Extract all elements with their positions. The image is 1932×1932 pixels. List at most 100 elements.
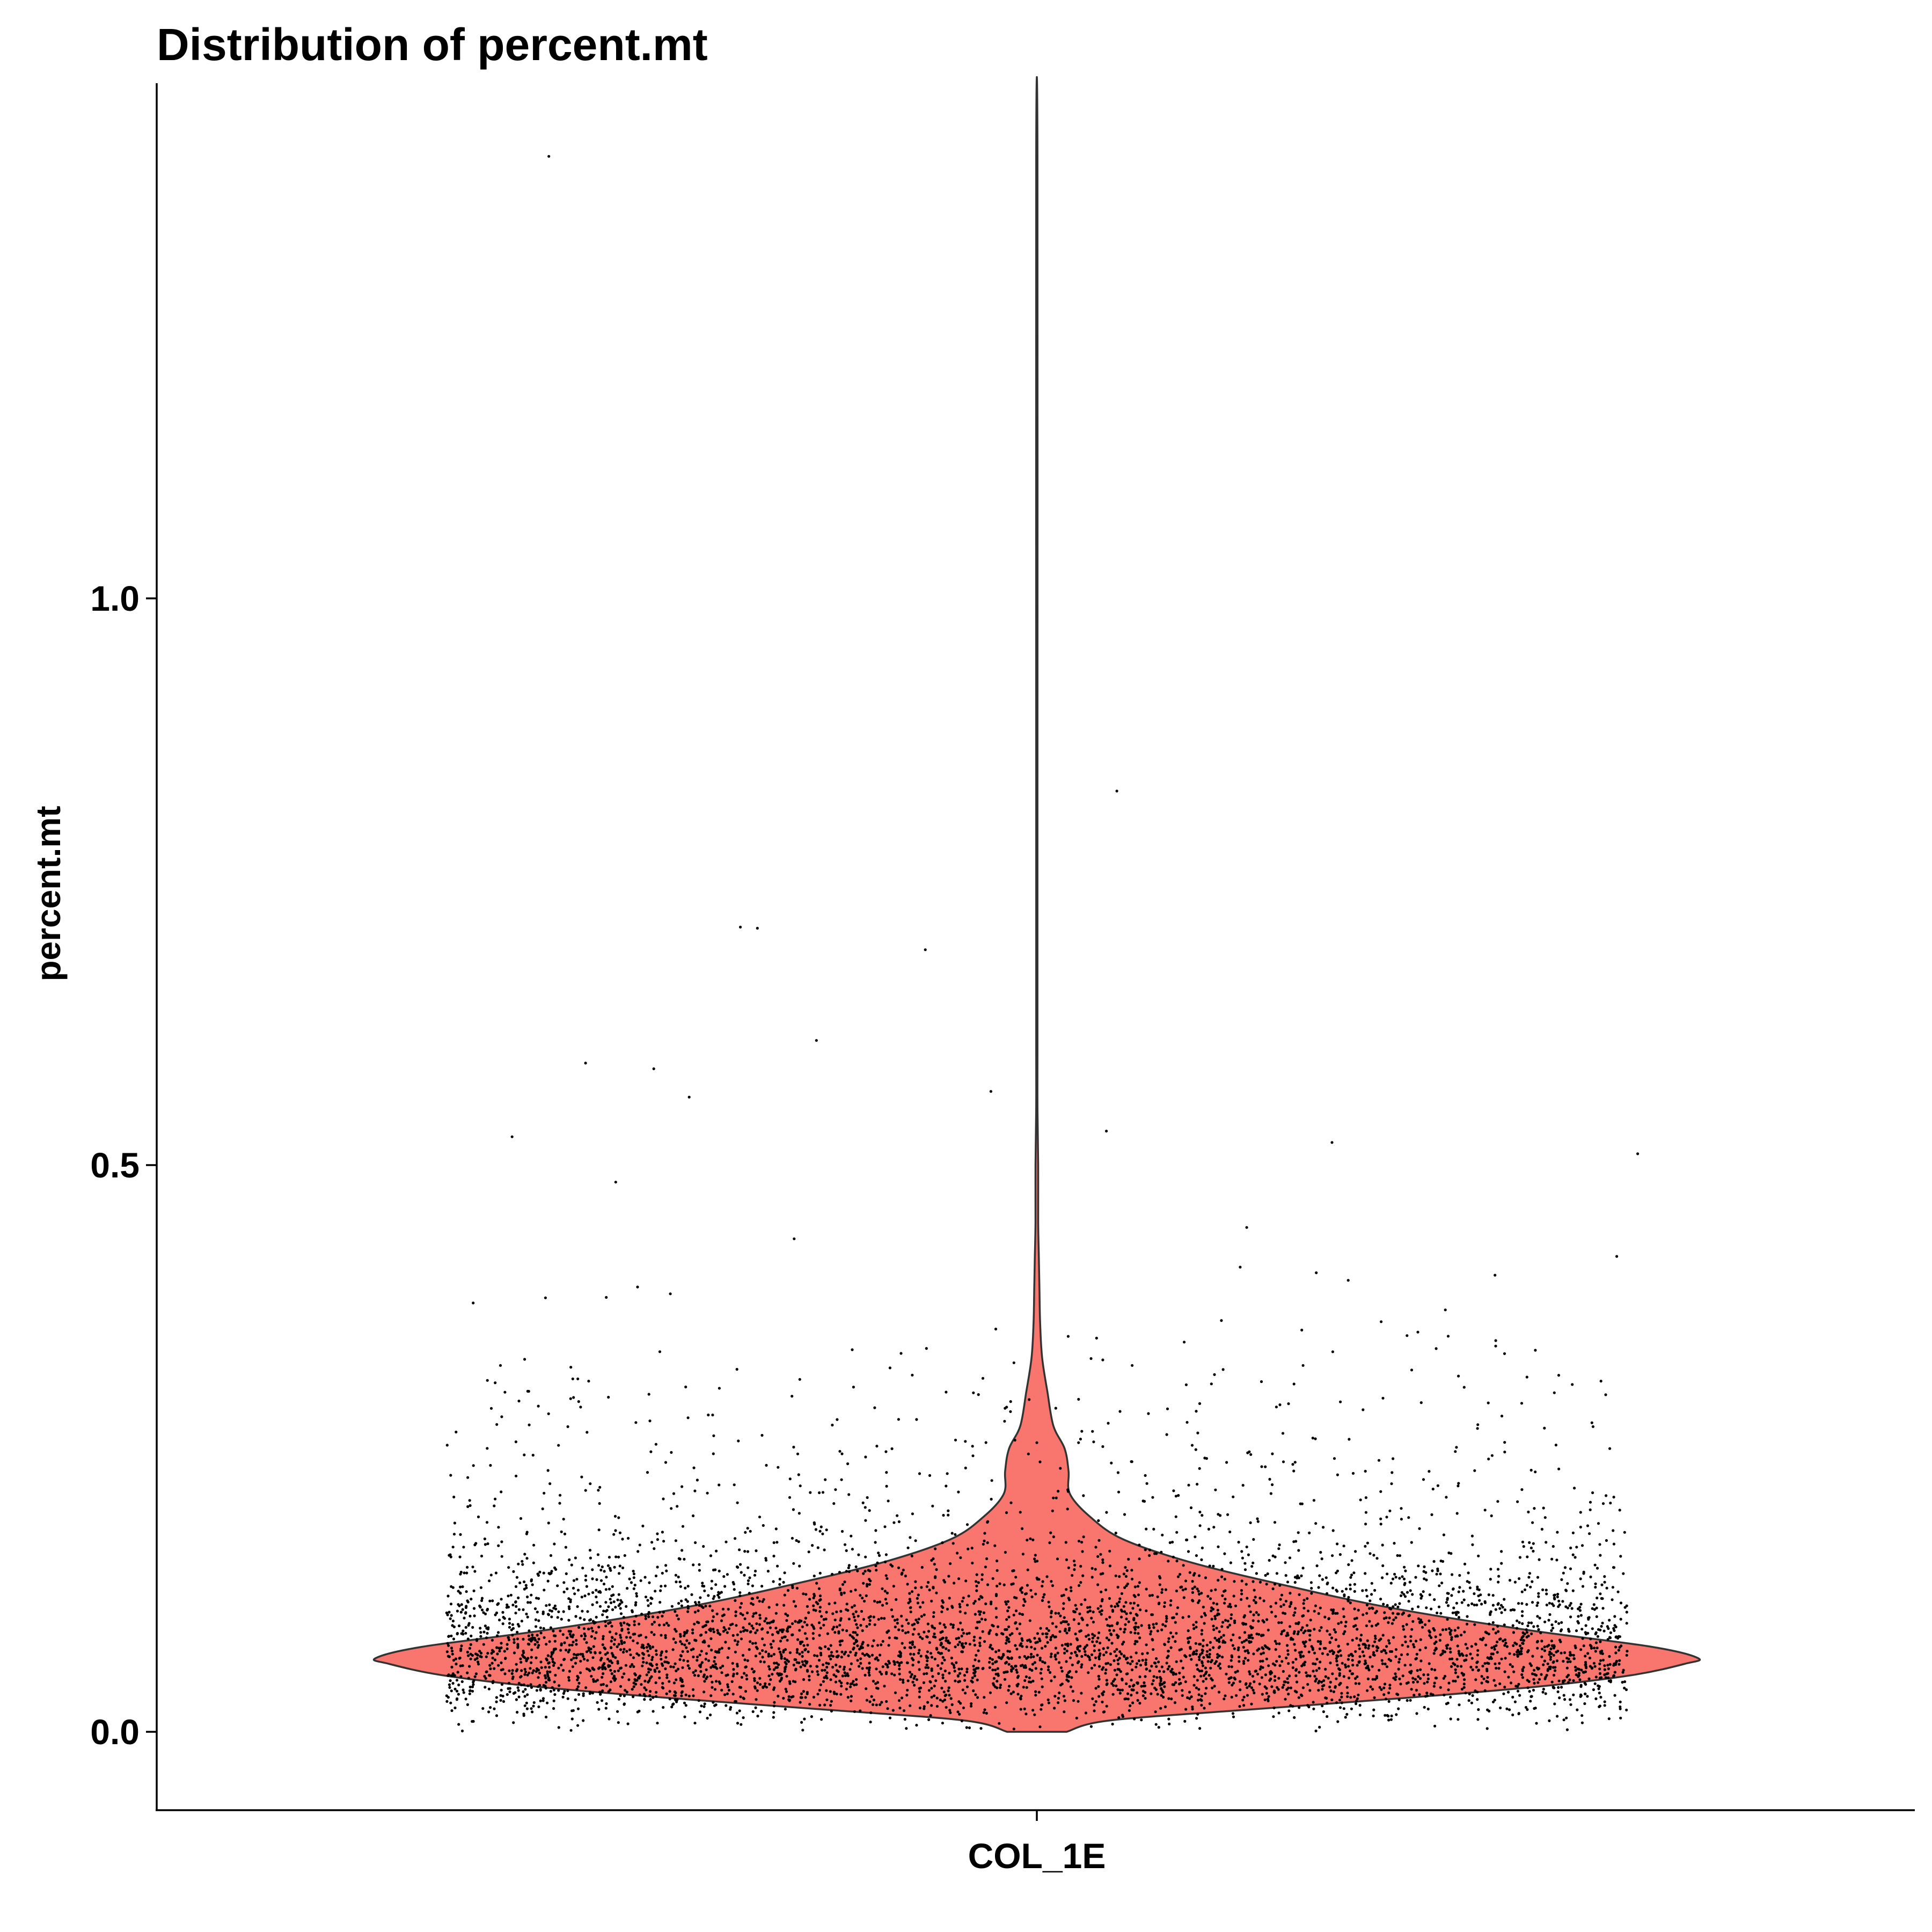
data-point xyxy=(1543,1516,1547,1519)
data-point xyxy=(989,1645,992,1649)
data-point xyxy=(1318,1667,1321,1670)
data-point xyxy=(1297,1696,1300,1699)
data-point xyxy=(604,1647,607,1650)
data-point xyxy=(876,1687,880,1690)
data-point xyxy=(1625,1653,1628,1657)
data-point xyxy=(848,1668,852,1671)
data-point xyxy=(1367,1646,1370,1650)
data-point xyxy=(466,1703,470,1706)
data-point xyxy=(884,1598,887,1601)
data-point xyxy=(727,1688,731,1692)
data-point xyxy=(539,1699,542,1702)
data-point xyxy=(1450,1594,1453,1597)
data-point xyxy=(1372,1708,1375,1711)
data-point xyxy=(1057,1612,1060,1615)
data-point xyxy=(825,1665,829,1669)
data-point xyxy=(485,1655,488,1658)
data-point xyxy=(1577,1675,1580,1678)
data-point xyxy=(1276,1686,1279,1689)
data-point xyxy=(1520,1614,1524,1618)
data-point xyxy=(1403,1565,1406,1569)
data-point xyxy=(857,1614,860,1618)
data-point xyxy=(1447,1592,1450,1595)
data-point xyxy=(896,1660,899,1664)
data-point xyxy=(1566,1606,1569,1609)
data-point xyxy=(1330,1698,1334,1701)
data-point xyxy=(670,1605,674,1608)
data-point xyxy=(680,1604,683,1607)
data-point xyxy=(1354,1624,1357,1627)
data-point xyxy=(1060,1670,1064,1673)
data-point xyxy=(1141,1694,1145,1697)
data-point xyxy=(772,1652,775,1656)
data-point xyxy=(642,1653,646,1656)
data-point xyxy=(975,1584,978,1587)
data-point xyxy=(1028,1619,1031,1622)
data-point xyxy=(1513,1580,1517,1584)
data-point xyxy=(1203,1612,1206,1615)
data-point xyxy=(1524,1706,1528,1709)
data-point xyxy=(1216,1608,1219,1612)
data-point xyxy=(731,1693,735,1696)
data-point xyxy=(1053,1695,1057,1698)
data-point xyxy=(746,1550,750,1553)
data-point xyxy=(506,1603,509,1606)
data-point xyxy=(1136,1699,1139,1702)
data-point xyxy=(1449,1633,1452,1636)
data-point xyxy=(1063,1699,1066,1702)
data-point xyxy=(1372,1714,1375,1717)
data-point xyxy=(1398,1554,1402,1557)
data-point xyxy=(1104,1662,1108,1665)
data-point xyxy=(1480,1602,1483,1606)
data-point xyxy=(859,1662,862,1665)
data-point xyxy=(865,1666,869,1670)
data-point xyxy=(1144,1696,1147,1700)
data-point xyxy=(1252,1688,1255,1692)
data-point xyxy=(1389,1582,1393,1585)
data-point xyxy=(818,1634,821,1637)
data-point xyxy=(713,1660,716,1663)
data-point xyxy=(1029,1589,1033,1592)
data-point xyxy=(567,1605,570,1608)
data-point xyxy=(1594,1675,1598,1679)
data-point xyxy=(1460,1672,1463,1675)
data-point xyxy=(1067,1623,1070,1626)
data-point xyxy=(976,1621,979,1624)
data-point xyxy=(632,1572,635,1576)
data-point xyxy=(1352,1571,1356,1575)
data-point xyxy=(1262,1651,1265,1655)
data-point xyxy=(1490,1646,1494,1649)
data-point xyxy=(923,1630,926,1634)
data-point xyxy=(1313,1609,1316,1613)
data-point xyxy=(674,1694,677,1697)
data-point xyxy=(532,1561,536,1564)
data-point xyxy=(816,1654,819,1658)
data-point xyxy=(1198,1599,1201,1602)
data-point xyxy=(484,1612,487,1615)
data-point xyxy=(920,1565,924,1569)
data-point xyxy=(919,1635,922,1638)
data-point xyxy=(1247,1553,1250,1556)
data-point xyxy=(1296,1574,1299,1577)
data-point xyxy=(780,1636,784,1640)
data-point xyxy=(1062,1593,1065,1597)
data-point xyxy=(550,1655,553,1658)
data-point xyxy=(671,1648,675,1651)
data-point xyxy=(857,1553,860,1556)
data-point xyxy=(487,1626,490,1629)
data-point xyxy=(854,1631,857,1634)
data-point xyxy=(1200,1633,1203,1636)
data-point xyxy=(1548,1653,1551,1656)
data-point xyxy=(1284,1574,1287,1577)
data-point xyxy=(931,1626,934,1629)
data-point xyxy=(1248,1450,1251,1453)
data-point xyxy=(1521,1622,1524,1625)
data-point xyxy=(1292,1540,1296,1543)
data-point xyxy=(910,1673,913,1676)
data-point xyxy=(1411,1643,1415,1646)
data-point xyxy=(1054,1635,1057,1638)
data-point xyxy=(1304,1640,1307,1643)
data-point xyxy=(1284,1680,1287,1684)
data-point xyxy=(913,1645,916,1649)
data-point xyxy=(1226,1626,1230,1629)
